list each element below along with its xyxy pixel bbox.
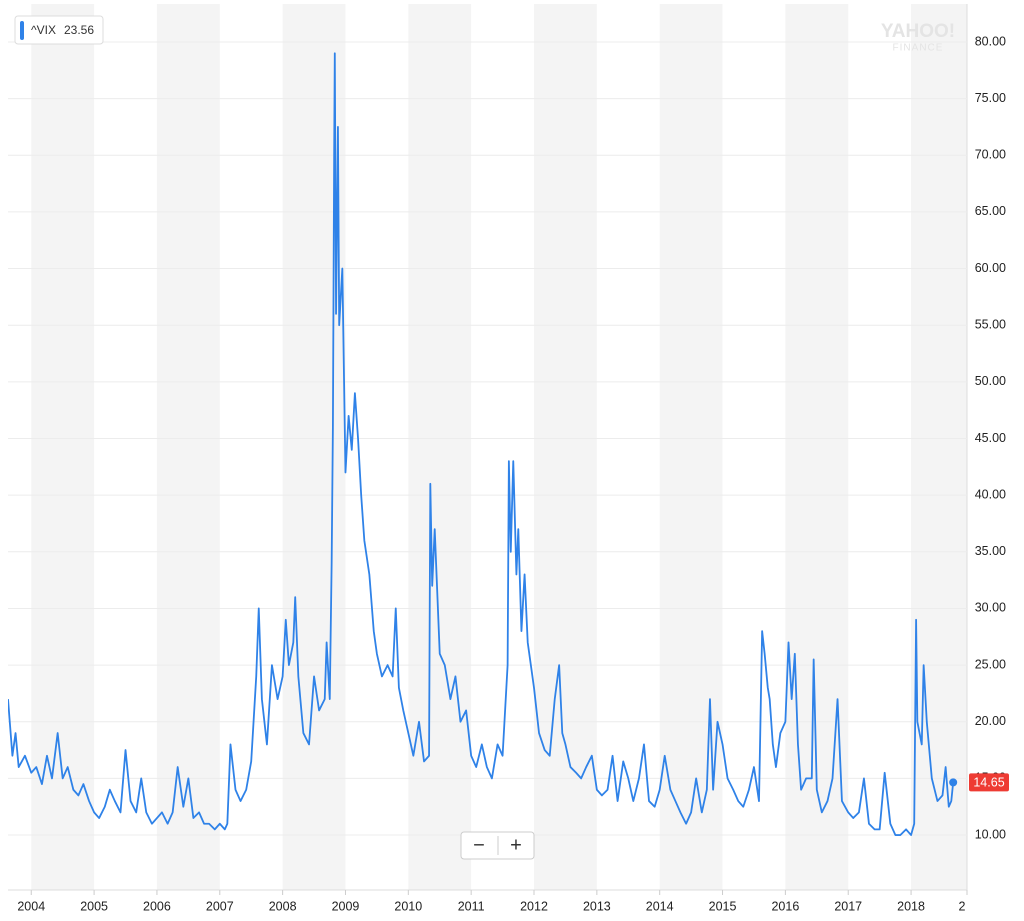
year-band xyxy=(156,4,220,890)
legend[interactable]: ^VIX 23.56 xyxy=(14,15,104,45)
x-tick-label: 2018 xyxy=(897,899,925,913)
legend-symbol: ^VIX xyxy=(31,23,56,37)
series-line xyxy=(8,52,955,836)
y-tick-label: 40.00 xyxy=(975,487,1006,501)
legend-box xyxy=(14,15,104,45)
zoom-in-button[interactable]: + xyxy=(510,834,522,856)
y-tick-label: 25.00 xyxy=(975,657,1006,671)
x-tick-label: 2014 xyxy=(646,899,674,913)
zoom-out-button[interactable]: − xyxy=(473,834,485,856)
y-tick-label: 60.00 xyxy=(975,261,1006,275)
x-tick-label: 2011 xyxy=(458,899,485,913)
watermark: YAHOO! xyxy=(881,21,955,42)
year-band xyxy=(659,4,723,890)
last-point xyxy=(949,778,958,787)
y-tick-label: 50.00 xyxy=(975,374,1006,388)
x-tick-label: 2015 xyxy=(709,899,737,913)
watermark: FINANCE xyxy=(893,43,944,54)
y-tick-label: 65.00 xyxy=(975,204,1006,218)
x-tick-label: 2016 xyxy=(771,899,799,913)
y-tick-label: 55.00 xyxy=(975,318,1006,332)
x-tick-label: 2007 xyxy=(206,899,234,913)
x-tick-label: 2004 xyxy=(17,899,45,913)
x-tick-label: 2 xyxy=(959,899,966,913)
y-tick-label: 45.00 xyxy=(975,431,1006,445)
legend-value: 23.56 xyxy=(64,23,94,37)
x-tick-label: 2005 xyxy=(80,899,108,913)
y-tick-label: 20.00 xyxy=(975,714,1006,728)
x-tick-label: 2013 xyxy=(583,899,611,913)
legend-swatch xyxy=(20,21,24,40)
x-tick-label: 2012 xyxy=(520,899,548,913)
y-tick-label: 35.00 xyxy=(975,544,1006,558)
zoom-controls: − + xyxy=(460,831,535,860)
year-band xyxy=(534,4,597,890)
x-tick-label: 2017 xyxy=(834,899,862,913)
year-band xyxy=(31,4,95,890)
last-value-label: 14.65 xyxy=(973,776,1004,790)
year-band xyxy=(911,4,967,890)
y-tick-label: 75.00 xyxy=(975,91,1006,105)
year-band xyxy=(785,4,849,890)
y-tick-label: 70.00 xyxy=(975,148,1006,162)
x-tick-label: 2009 xyxy=(332,899,360,913)
year-band xyxy=(408,4,472,890)
x-tick-label: 2008 xyxy=(269,899,297,913)
x-tick-label: 2006 xyxy=(143,899,171,913)
y-tick-label: 10.00 xyxy=(975,827,1006,841)
last-value-badge xyxy=(969,773,1009,792)
y-tick-label: 30.00 xyxy=(975,601,1006,615)
y-tick-label: 80.00 xyxy=(975,34,1006,48)
x-tick-label: 2010 xyxy=(394,899,422,913)
